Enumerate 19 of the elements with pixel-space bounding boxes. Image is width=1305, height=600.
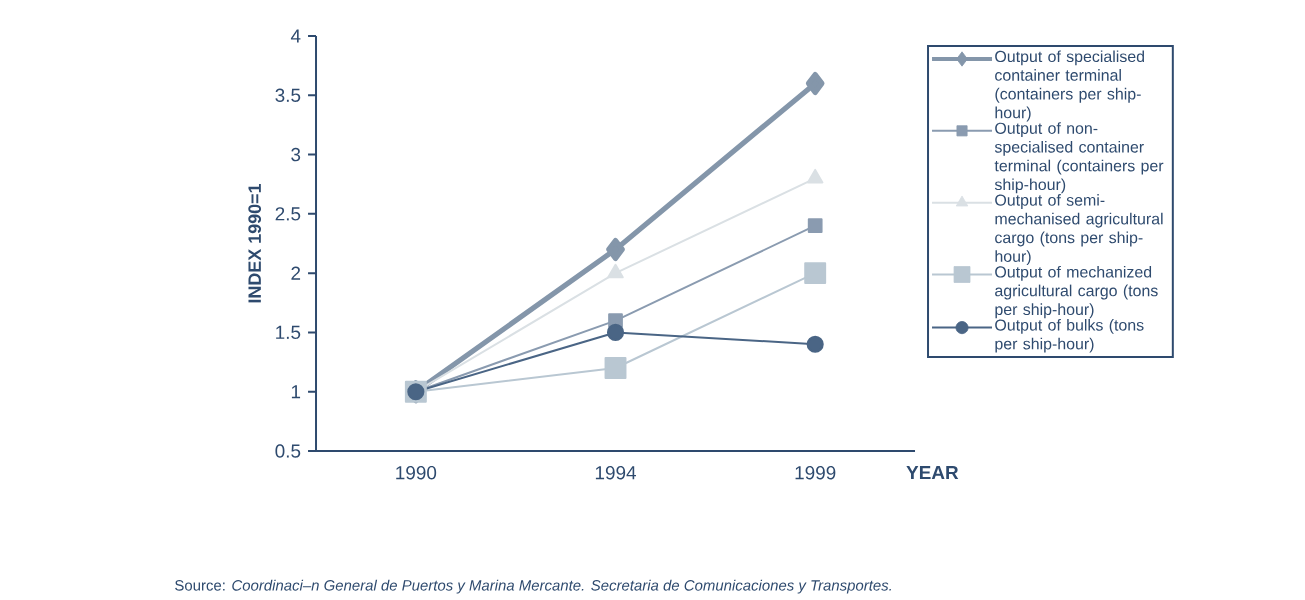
y-tick-label: 4 — [290, 29, 301, 43]
y-tick-label: 2.5 — [275, 207, 301, 221]
x-axis-title: YEAR — [906, 466, 959, 480]
y-tick-label: 3.5 — [275, 88, 301, 102]
legend-label: Output of specialised container terminal (containers per ship-hour) — [995, 50, 1145, 122]
y-tick-label: 3 — [291, 147, 301, 162]
y-tick-label: 1 — [291, 385, 301, 399]
y-tick-label: 2 — [291, 266, 301, 280]
legend-label: Output of bulks (tons per ship-hour) — [995, 319, 1144, 353]
y-axis-title: INDEX 1990=1 — [248, 183, 262, 303]
x-tick-label: 1990 — [396, 466, 437, 480]
legend-label: Output of semi-mechanised agricultural cargo (tons per ship-hour) — [995, 194, 1163, 266]
source-note: Source: Coordinaci–n General de Puertos y Marina Mercante. Secretaria de Comunicaciones y Transportes. — [175, 579, 891, 594]
legend-label: Output of mechanized agricultural cargo (tons per ship-hour) — [995, 265, 1158, 319]
y-tick-label: 1.5 — [276, 325, 301, 340]
x-tick-label: 1999 — [795, 466, 836, 480]
x-tick-label: 1994 — [595, 466, 636, 480]
y-tick-label: 0.5 — [275, 444, 301, 458]
legend-label: Output of non-specialised container terminal (containers per ship-hour) — [994, 122, 1164, 194]
